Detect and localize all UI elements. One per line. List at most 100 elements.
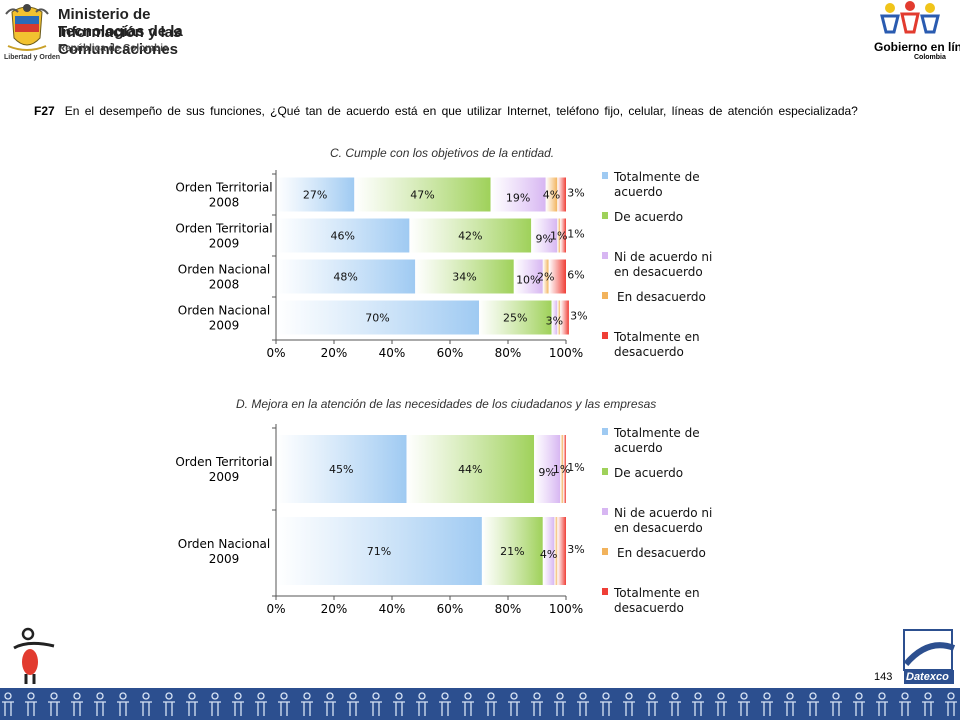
bar-en-desacuerdo-orden-nacional-2009 (557, 300, 561, 335)
x-tick-label: 100% (549, 602, 583, 616)
legend-swatch-ni-de-acuerdo-ni-en-desacuerdo (602, 508, 608, 515)
legend-label-totalmente-en-desacuerdo: Totalmente en desacuerdo (613, 586, 700, 615)
ministry-name-line2: Información y las Comunicaciones (58, 24, 182, 58)
legend-swatch-de-acuerdo (602, 212, 608, 219)
bar-ni-de-acuerdo-ni-en-desacuerdo-orden-territorial-2009 (534, 435, 561, 503)
chart-c: Orden Territorial 2008 Orden Territorial 20… (175, 170, 712, 360)
bar-totalmente-de-acuerdo-orden-territorial-2009 (276, 435, 407, 503)
bar-totalmente-en-desacuerdo-orden-territorial-2009 (560, 218, 566, 253)
legend-label-ni-de-acuerdo-ni-en-desacuerdo: Ni de acuerdo ni en desacuerdo (614, 506, 712, 535)
question-number: F27 (34, 104, 55, 118)
people-group-icon (880, 1, 940, 34)
bar-ni-de-acuerdo-ni-en-desacuerdo-orden-territorial-2008 (490, 177, 546, 212)
category-label: Orden Territorial 2008 (175, 181, 272, 210)
legend-swatch-en-desacuerdo (602, 548, 608, 555)
category-label: Orden Nacional 2009 (178, 304, 270, 333)
data-label: 71% (367, 545, 391, 558)
x-tick-label: 20% (321, 346, 348, 360)
bar-de-acuerdo-orden-territorial-2009 (406, 435, 535, 503)
gobierno-en-linea-logo: Gobierno en línea Colombia (868, 0, 960, 66)
legend-label-en-desacuerdo: En desacuerdo (617, 290, 706, 304)
legend-label-en-desacuerdo: En desacuerdo (617, 546, 706, 560)
bar-ni-de-acuerdo-ni-en-desacuerdo-orden-territorial-2009 (531, 218, 558, 253)
question-text: En el desempeño de sus funciones, ¿Qué t… (64, 104, 858, 118)
bar-totalmente-de-acuerdo-orden-nacional-2008 (276, 259, 416, 294)
data-label: 47% (410, 189, 434, 202)
data-label: 21% (500, 545, 524, 558)
data-label: 25% (503, 312, 527, 325)
bar-totalmente-en-desacuerdo-orden-territorial-2009 (563, 435, 566, 503)
data-label: 4% (540, 548, 557, 561)
data-label: 2% (537, 271, 554, 284)
bar-totalmente-de-acuerdo-orden-territorial-2008 (276, 177, 355, 212)
data-label: 48% (333, 271, 357, 284)
person-mascot-icon (13, 627, 55, 684)
category-label: Orden Nacional 2009 (178, 537, 270, 566)
bar-totalmente-de-acuerdo-orden-territorial-2009 (276, 218, 410, 253)
chart-c-title: C. Cumple con los objetivos de la entida… (330, 146, 555, 160)
motto: Libertad y Orden (4, 54, 61, 61)
bar-totalmente-en-desacuerdo-orden-nacional-2009 (560, 300, 569, 335)
data-label: 1% (567, 228, 584, 241)
legend-swatch-ni-de-acuerdo-ni-en-desacuerdo (602, 252, 608, 259)
x-tick-label: 80% (495, 346, 522, 360)
data-label: 6% (567, 269, 584, 282)
bar-ni-de-acuerdo-ni-en-desacuerdo-orden-nacional-2008 (513, 259, 543, 294)
bar-ni-de-acuerdo-ni-en-desacuerdo-orden-nacional-2009 (551, 300, 558, 335)
data-label: 3% (567, 187, 584, 200)
gel-name: Gobierno en línea (874, 40, 960, 54)
bar-de-acuerdo-orden-nacional-2009 (481, 517, 543, 585)
colombia-coat-of-arms-icon (5, 4, 49, 51)
data-label: 70% (365, 312, 389, 325)
legend-label-totalmente-en-desacuerdo: Totalmente en desacuerdo (613, 330, 700, 359)
bar-totalmente-en-desacuerdo-orden-nacional-2008 (548, 259, 566, 294)
legend-swatch-totalmente-de-acuerdo (602, 172, 608, 179)
x-tick-label: 100% (549, 346, 583, 360)
data-label: 3% (546, 315, 563, 328)
bar-totalmente-de-acuerdo-orden-nacional-2009 (276, 300, 479, 335)
x-tick-label: 0% (266, 346, 285, 360)
bar-en-desacuerdo-orden-nacional-2009 (554, 517, 558, 585)
data-label: 45% (329, 463, 353, 476)
legend-label-totalmente-de-acuerdo: Totalmente de acuerdo (613, 426, 700, 455)
data-label: 46% (330, 230, 354, 243)
data-label: 34% (452, 271, 476, 284)
x-tick-label: 80% (495, 602, 522, 616)
data-label: 42% (458, 230, 482, 243)
category-label: Orden Nacional 2008 (178, 263, 270, 292)
bar-en-desacuerdo-orden-nacional-2008 (542, 259, 549, 294)
data-label: 1% (550, 230, 567, 243)
people-pattern-icon (2, 692, 957, 716)
legend-swatch-totalmente-en-desacuerdo (602, 588, 608, 595)
bar-totalmente-de-acuerdo-orden-nacional-2009 (276, 517, 482, 585)
category-label: Orden Territorial 2009 (175, 222, 272, 251)
legend-swatch-en-desacuerdo (602, 292, 608, 299)
bar-de-acuerdo-orden-nacional-2009 (479, 300, 552, 335)
page-number: 143 (874, 671, 893, 683)
category-label: Orden Territorial 2009 (175, 455, 272, 484)
legend-swatch-de-acuerdo (602, 468, 608, 475)
legend-label-totalmente-de-acuerdo: Totalmente de acuerdo (613, 170, 700, 199)
data-label: 9% (536, 233, 553, 246)
legend-label-de-acuerdo: De acuerdo (614, 210, 683, 224)
bar-ni-de-acuerdo-ni-en-desacuerdo-orden-nacional-2009 (542, 517, 555, 585)
x-tick-label: 40% (379, 602, 406, 616)
datexco-logo: Datexco (900, 628, 958, 686)
footer-band (0, 688, 960, 720)
data-label: 10% (516, 274, 540, 287)
chart-d-title: D. Mejora en la atención de las necesida… (236, 397, 657, 411)
x-tick-label: 0% (266, 602, 285, 616)
legend-swatch-totalmente-de-acuerdo (602, 428, 608, 435)
legend-swatch-totalmente-en-desacuerdo (602, 332, 608, 339)
question: F27 En el desempeño de sus funciones, ¿Qu… (34, 104, 934, 118)
x-tick-label: 60% (437, 602, 464, 616)
bar-de-acuerdo-orden-territorial-2009 (409, 218, 532, 253)
data-label: 27% (303, 189, 327, 202)
bar-en-desacuerdo-orden-territorial-2009 (560, 435, 564, 503)
bar-totalmente-en-desacuerdo-orden-nacional-2009 (557, 517, 566, 585)
legend-label-ni-de-acuerdo-ni-en-desacuerdo: Ni de acuerdo ni en desacuerdo (614, 250, 712, 279)
data-label: 3% (567, 543, 584, 556)
bar-de-acuerdo-orden-nacional-2008 (415, 259, 514, 294)
chart-d: Orden Territorial 2009 Orden Nacional 2009 4… (175, 424, 712, 616)
datexco-brand: Datexco (906, 671, 949, 683)
